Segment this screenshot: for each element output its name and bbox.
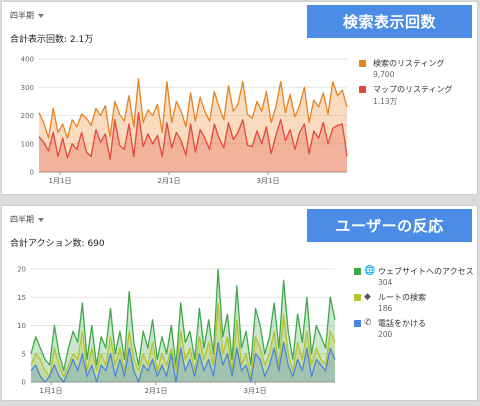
legend-swatch-directions [354, 294, 361, 301]
legend-item-calls[interactable]: ✆ 電話をかける 200 [354, 318, 474, 339]
legend-label: 電話をかける [378, 319, 426, 328]
x-tick-label: 2月1日 [158, 177, 181, 185]
y-tick-label: 100 [21, 140, 34, 148]
legend-item-website[interactable]: 🌐 ウェブサイトへのアクセス 304 [354, 266, 474, 287]
actions-legend: 🌐 ウェブサイトへのアクセス 304 ◆ ルートの検索 186 ✆ 電話をかける… [354, 266, 474, 344]
x-tick-label: 1月1日 [49, 177, 72, 185]
search-impressions-panel: 四半期 合計表示回数: 2.1万 検索表示回数 400 300 200 100 0 1月1… [1, 1, 478, 195]
y-tick-label: 0 [30, 169, 34, 177]
y-tick-label: 0 [22, 379, 26, 387]
actions-chart: 20 15 10 5 0 1月1日 2月1日 3月1日 [17, 266, 336, 395]
series-line-2 [30, 341, 336, 383]
x-tick-label: 1月1日 [40, 387, 63, 395]
legend-value: 200 [378, 330, 393, 339]
y-tick-label: 10 [17, 322, 26, 330]
legend-label: ルートの検索 [378, 293, 426, 302]
user-actions-panel: 四半期 合計アクション数: 690 ユーザーの反応 20 15 10 5 0 1月1日 2月… [1, 205, 478, 401]
legend-label: ウェブサイトへのアクセス [378, 267, 474, 276]
y-tick-label: 15 [17, 294, 26, 302]
period-label: 四半期 [10, 215, 34, 224]
legend-item-search-listing[interactable]: 検索のリスティング 9,700 [359, 58, 453, 79]
period-selector[interactable]: 四半期 [10, 214, 44, 225]
legend-item-map-listing[interactable]: マップのリスティング 1.13万 [359, 84, 453, 107]
banner-search-impressions: 検索表示回数 [307, 5, 472, 38]
period-label: 四半期 [10, 11, 34, 20]
total-actions: 合計アクション数: 690 [10, 239, 105, 249]
x-tick-label: 2月1日 [145, 387, 168, 395]
period-selector[interactable]: 四半期 [10, 10, 44, 21]
x-tick-label: 3月1日 [257, 177, 280, 185]
legend-swatch-calls [354, 320, 361, 327]
y-tick-label: 20 [17, 266, 26, 274]
legend-label: マップのリスティング [373, 85, 453, 94]
globe-icon: 🌐 [364, 266, 376, 276]
impressions-chart: 400 300 200 100 0 1月1日 2月1日 3月1日 [21, 56, 348, 185]
caret-down-icon [38, 13, 44, 18]
legend-item-directions[interactable]: ◆ ルートの検索 186 [354, 292, 474, 313]
y-tick-label: 200 [21, 112, 34, 120]
legend-value: 9,700 [373, 70, 395, 79]
banner-user-actions: ユーザーの反応 [307, 209, 472, 242]
series-area-1 [31, 302, 335, 382]
series-line-0 [30, 268, 336, 372]
x-tick-label: 3月1日 [244, 387, 267, 395]
legend-value: 1.13万 [373, 97, 398, 106]
phone-icon: ✆ [364, 318, 372, 328]
caret-down-icon [38, 217, 44, 222]
series-line-0 [38, 78, 348, 139]
legend-swatch-map-listing [359, 86, 366, 93]
legend-swatch-search-listing [359, 60, 366, 67]
impressions-legend: 検索のリスティング 9,700 マップのリスティング 1.13万 [359, 58, 453, 112]
directions-icon: ◆ [364, 292, 371, 302]
legend-value: 186 [378, 304, 393, 313]
y-tick-label: 5 [22, 350, 26, 358]
total-impressions: 合計表示回数: 2.1万 [10, 35, 94, 45]
legend-value: 304 [378, 278, 393, 287]
legend-label: 検索のリスティング [373, 59, 445, 68]
series-line-1 [38, 112, 348, 160]
y-tick-label: 300 [21, 84, 34, 92]
legend-swatch-website [354, 268, 361, 275]
series-line-1 [30, 302, 336, 377]
y-tick-label: 400 [21, 56, 34, 64]
